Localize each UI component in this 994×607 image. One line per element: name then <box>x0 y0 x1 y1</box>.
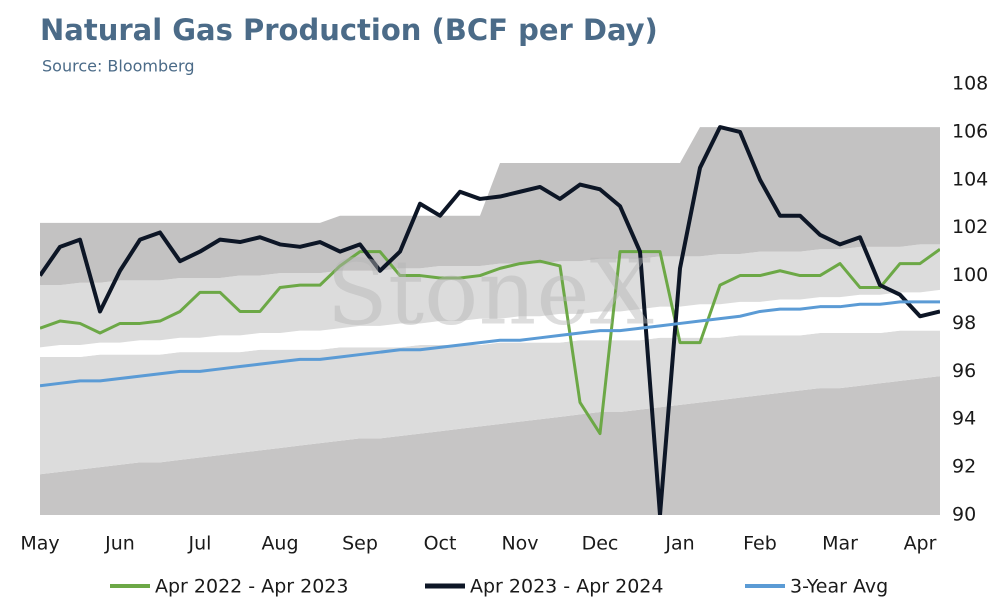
x-tick-label: Aug <box>261 533 298 555</box>
x-tick-label: Jan <box>664 533 694 555</box>
x-tick-label: May <box>20 533 59 555</box>
chart-title: Natural Gas Production (BCF per Day) <box>40 13 658 47</box>
series-line <box>40 125 940 515</box>
range-band <box>40 289 940 357</box>
y-tick-label: 104 <box>952 168 988 190</box>
series-line <box>40 300 940 388</box>
x-tick-label: Jun <box>104 533 135 555</box>
y-tick-label: 106 <box>952 120 988 142</box>
range-band <box>40 127 940 286</box>
watermark: StoneX <box>326 240 653 345</box>
legend-label: Apr 2022 - Apr 2023 <box>155 576 348 598</box>
x-tick-label: Oct <box>424 533 457 555</box>
legend-label: 3-Year Avg <box>790 576 888 598</box>
chart-subtitle: Source: Bloomberg <box>42 57 194 76</box>
x-tick-label: Jul <box>188 533 212 555</box>
x-tick-label: Dec <box>582 533 619 555</box>
y-tick-label: 100 <box>952 264 988 286</box>
legend-label: Apr 2023 - Apr 2024 <box>470 576 663 598</box>
range-band <box>40 376 940 515</box>
x-tick-label: Feb <box>743 533 777 555</box>
x-tick-label: Nov <box>501 533 538 555</box>
y-tick-label: 92 <box>952 456 976 478</box>
y-tick-label: 108 <box>952 73 988 95</box>
y-tick-label: 96 <box>952 360 976 382</box>
y-tick-label: 98 <box>952 312 976 334</box>
y-tick-label: 102 <box>952 216 988 238</box>
x-tick-label: Apr <box>904 533 937 555</box>
y-tick-label: 94 <box>952 408 976 430</box>
range-band <box>40 330 940 475</box>
x-tick-label: Sep <box>342 533 378 555</box>
y-tick-label: 90 <box>952 504 976 526</box>
range-band <box>40 244 940 348</box>
plot <box>40 125 940 515</box>
series-line <box>40 247 940 436</box>
x-tick-label: Mar <box>822 533 858 555</box>
